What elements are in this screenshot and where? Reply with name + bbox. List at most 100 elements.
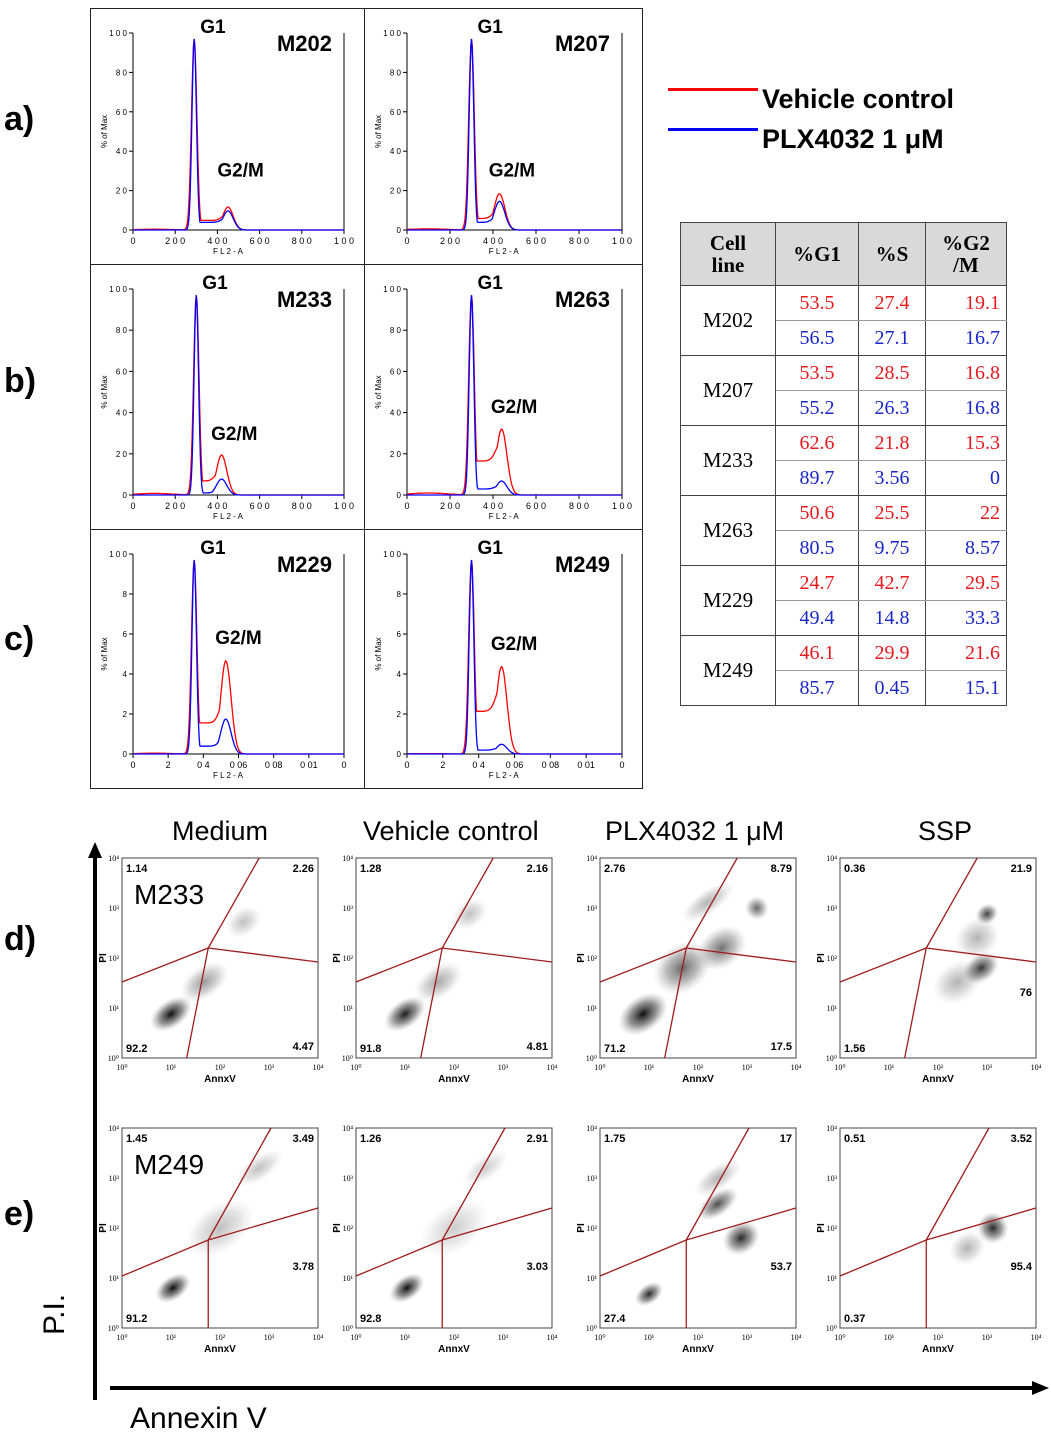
- y-tick-label: 1 0 0: [109, 550, 127, 559]
- density-blob: [384, 996, 426, 1032]
- y-tick-label: 1 0 0: [383, 285, 401, 294]
- y-tick-label: 2 0: [390, 187, 402, 196]
- table-value-vehicle: 53.5: [775, 355, 859, 391]
- table-value-vehicle: 27.4: [858, 285, 926, 321]
- quadrant-percent-lr: 4.81: [527, 1041, 548, 1053]
- histogram-panel-m207: 0 2 0 4 0 6 0 8 0 1 0 0 0 2 0 0 4 0 0 6 0 0 8 0 0 1…: [364, 8, 643, 265]
- y-tick-label: 10³: [587, 904, 598, 913]
- density-blob: [225, 905, 262, 939]
- quadrant-percent-ur: 3.52: [1011, 1133, 1032, 1145]
- table-value-vehicle: 62.6: [775, 425, 859, 461]
- quadrant-gate-line: [599, 947, 687, 983]
- y-tick-label: 10⁴: [586, 1124, 597, 1133]
- density-blob: [681, 881, 735, 923]
- table-cell-line: M207: [680, 355, 776, 426]
- density-blob: [722, 1220, 760, 1256]
- y-tick-label: 2: [123, 710, 128, 719]
- histogram-panel-m233: 0 2 0 4 0 6 0 8 0 1 0 0 0 2 0 0 4 0 0 6 0 0 8 0 0 1…: [90, 264, 365, 530]
- quadrant-percent-lr: 17.5: [771, 1041, 792, 1053]
- col-head-medium: Medium: [172, 816, 269, 846]
- row-label-e: e): [4, 1195, 35, 1233]
- x-tick-label: 10²: [933, 1063, 944, 1072]
- x-axis-label: F L 2 - A: [213, 247, 244, 256]
- quadrant-percent-ul: 1.26: [360, 1133, 381, 1145]
- y-tick-label: 2 0: [390, 450, 402, 459]
- y-axis-label: PI: [332, 1223, 343, 1233]
- y-tick-label: 10⁰: [826, 1054, 837, 1063]
- quadrant-gate-line: [355, 947, 443, 983]
- y-tick-label: 0: [397, 226, 402, 235]
- quadrant-percent-ul: 1.75: [604, 1133, 625, 1145]
- quadrant-gate-line: [839, 1239, 927, 1277]
- x-tick-label: 6 0 0: [250, 236, 270, 246]
- x-axis-label: F L 2 - A: [489, 247, 520, 256]
- table-header-s: %S: [858, 222, 926, 286]
- y-tick-label: 10³: [109, 904, 120, 913]
- y-tick-label: 8: [397, 590, 402, 599]
- x-axis-label: AnnxV: [922, 1344, 954, 1355]
- quadrant-gate-line: [121, 947, 209, 983]
- x-tick-label: 10¹: [166, 1063, 177, 1072]
- y-tick-label: 10⁴: [586, 854, 597, 863]
- table-cell-line: M233: [680, 425, 776, 496]
- table-value-plx: 33.3: [925, 600, 1007, 636]
- y-tick-label: 0: [397, 750, 402, 759]
- dotplot-e-3: 10⁰ 10⁰ 10¹ 10¹ 10² 10² 10³ 10³ 10⁴ 10⁴ AnnxV PI 0.5…: [814, 1120, 1050, 1360]
- x-tick-label: 8 0 0: [569, 501, 589, 511]
- vehicle-series-line: [133, 38, 344, 231]
- cell-cycle-table: Cell line %G1 %S %G2/M M202 53.5 27.4 19.1 56…: [680, 222, 1007, 706]
- table-value-plx: 9.75: [858, 530, 926, 566]
- x-tick-label: 10¹: [400, 1063, 411, 1072]
- x-tick-label: 10²: [215, 1333, 226, 1342]
- cell-line-name: M263: [555, 287, 610, 312]
- y-axis-label: PI: [816, 1223, 827, 1233]
- x-tick-label: 10³: [742, 1333, 753, 1342]
- y-tick-label: 10²: [587, 1224, 598, 1233]
- table-row: M229 24.7 42.7 29.5: [680, 565, 1007, 636]
- quadrant-gate-line: [186, 947, 209, 1059]
- x-tick-label: 10²: [449, 1333, 460, 1342]
- y-tick-label: 2 0: [116, 187, 128, 196]
- table-value-plx: 3.56: [858, 460, 926, 496]
- vehicle-series-line: [133, 559, 344, 755]
- y-tick-label: 10²: [343, 954, 354, 963]
- row-label-c: c): [4, 620, 35, 658]
- table-row: 80.5 9.75 8.57: [681, 530, 1007, 566]
- y-axis-label: PI: [576, 1223, 587, 1233]
- y-tick-label: 10³: [343, 1174, 354, 1183]
- y-tick-label: 6: [123, 630, 128, 639]
- density-blob: [414, 961, 463, 1003]
- pi-axis-arrow: [88, 842, 102, 1400]
- density-blob: [389, 1273, 425, 1303]
- y-tick-label: 10⁴: [108, 854, 119, 863]
- quadrant-percent-lr: 3.78: [293, 1261, 314, 1273]
- dotplot-d-1: 10⁰ 10⁰ 10¹ 10¹ 10² 10² 10³ 10³ 10⁴ 10⁴ AnnxV PI 1.2…: [330, 850, 566, 1090]
- dotplot-e-2: 10⁰ 10⁰ 10¹ 10¹ 10² 10² 10³ 10³ 10⁴ 10⁴ AnnxV PI 1.7…: [574, 1120, 810, 1360]
- x-axis-label: AnnxV: [922, 1074, 954, 1085]
- y-tick-label: 10⁰: [342, 1054, 353, 1063]
- table-cell-line: M249: [680, 635, 776, 706]
- x-tick-label: 2: [440, 760, 445, 770]
- dotplot-cell-line-name: M233: [134, 879, 204, 910]
- x-tick-label: 10⁴: [1031, 1063, 1042, 1072]
- x-tick-label: 6 0 0: [526, 501, 546, 511]
- quadrant-gate-line: [207, 857, 260, 949]
- x-tick-label: 10²: [693, 1063, 704, 1072]
- quadrant-gate-line: [441, 857, 494, 949]
- y-tick-label: 1 0 0: [383, 29, 401, 38]
- y-tick-label: 0: [397, 491, 402, 500]
- col-head-plx: PLX4032 1 μM: [605, 816, 785, 846]
- y-tick-label: 6 0: [390, 367, 402, 376]
- x-tick-label: 0: [130, 760, 135, 770]
- x-tick-label: 10³: [498, 1333, 509, 1342]
- quadrant-gate-line: [442, 947, 553, 963]
- pi-axis-label: P.I.: [38, 1293, 71, 1335]
- y-tick-label: 10³: [587, 1174, 598, 1183]
- table-value-vehicle: 53.5: [775, 285, 859, 321]
- x-tick-label: 10²: [933, 1333, 944, 1342]
- plx-series-line: [407, 559, 622, 755]
